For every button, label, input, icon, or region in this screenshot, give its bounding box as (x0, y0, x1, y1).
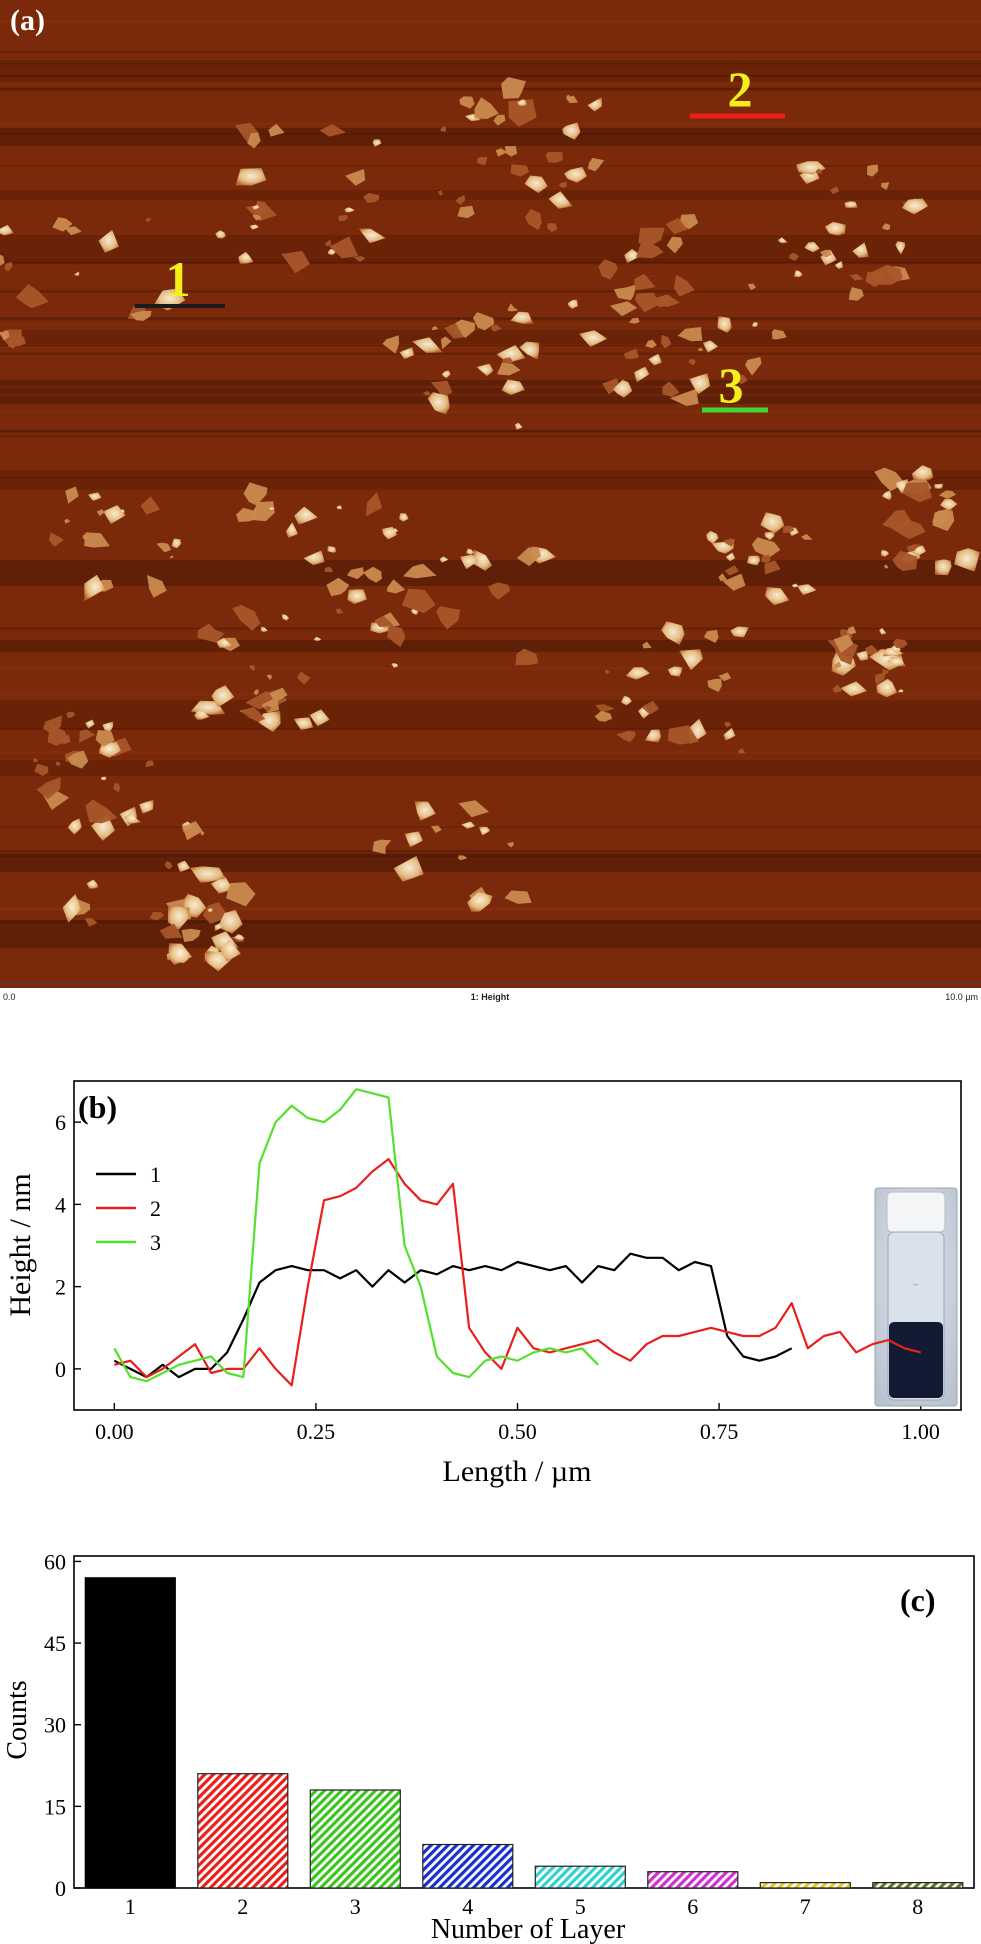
histogram-bar-2 (197, 1773, 289, 1889)
legend-label-2: 2 (150, 1196, 161, 1221)
x-tick-label: 1 (125, 1894, 136, 1919)
histogram-axis-ticks: 0 15 30 45 60 (44, 1549, 81, 1901)
y-tick-label: 45 (44, 1631, 66, 1656)
histogram-bar-4 (422, 1843, 514, 1889)
x-tick-label: 0.00 (95, 1419, 134, 1444)
y-tick-label: 0 (55, 1357, 66, 1382)
histogram-bar-5 (534, 1865, 626, 1889)
panel-a-label: (a) (10, 4, 45, 37)
legend-label-3: 3 (150, 1230, 161, 1255)
afm-scale-bar: 0.0 1: Height 10.0 µm (0, 982, 981, 1002)
scale-bar-end: 10.0 µm (945, 992, 978, 1002)
x-tick-label: 0.50 (498, 1419, 537, 1444)
histogram-y-axis-label: Counts (2, 1680, 33, 1759)
profile-y-axis-label: Height / nm (4, 1173, 37, 1316)
profile-x-axis-label: Length / µm (443, 1455, 592, 1488)
y-tick-label: 60 (44, 1549, 66, 1574)
histogram-bar-3 (309, 1789, 401, 1889)
afm-image-background (0, 0, 981, 988)
histogram-bar-6 (647, 1871, 739, 1889)
y-tick-label: 15 (44, 1794, 66, 1819)
y-tick-label: 4 (55, 1192, 66, 1217)
y-tick-label: 2 (55, 1275, 66, 1300)
x-tick-label: 8 (912, 1894, 923, 1919)
afm-height-image-panel: 1 2 3 (a) (0, 0, 981, 988)
panel-b-label: (b) (78, 1089, 117, 1125)
x-tick-label: 4 (462, 1894, 473, 1919)
scale-bar-title: 1: Height (471, 992, 510, 1002)
profile-label-2: 2 (728, 61, 753, 117)
y-tick-label: 30 (44, 1713, 66, 1738)
histogram-bars: 1 2 3 4 5 6 7 8 (84, 1577, 964, 1919)
panel-c-label: (c) (900, 1582, 936, 1618)
x-tick-label: 7 (800, 1894, 811, 1919)
x-tick-label: 6 (687, 1894, 698, 1919)
y-tick-label: 0 (55, 1876, 66, 1901)
svg-text:~: ~ (912, 1280, 919, 1292)
histogram-bar-7 (759, 1881, 851, 1889)
y-tick-label: 6 (55, 1110, 66, 1135)
x-tick-label: 3 (350, 1894, 361, 1919)
histogram-bar-1 (84, 1577, 176, 1889)
height-profile-chart: 0.00 0.25 0.50 0.75 1.00 0 2 4 6 ~ 1 2 3 (b) Lengt… (4, 1080, 962, 1488)
histogram-bar-8 (872, 1881, 964, 1889)
x-tick-label: 0.75 (700, 1419, 739, 1444)
profile-legend: 1 2 3 (96, 1162, 161, 1255)
x-tick-label: 0.25 (297, 1419, 336, 1444)
profile-label-1: 1 (166, 251, 191, 307)
scale-bar-start: 0.0 (3, 992, 16, 1002)
profile-series (113, 1088, 921, 1387)
legend-label-1: 1 (150, 1162, 161, 1187)
afm-flakes (0, 77, 980, 972)
profile-series-3 (113, 1088, 599, 1383)
profile-series-2 (114, 1158, 921, 1387)
profile-axis-ticks: 0.00 0.25 0.50 0.75 1.00 0 2 4 6 (55, 1110, 940, 1444)
vial-photo-inset: ~ (874, 1187, 958, 1407)
x-tick-label: 1.00 (901, 1419, 940, 1444)
profile-label-3: 3 (719, 357, 744, 413)
histogram-x-axis-label: Number of Layer (431, 1914, 626, 1944)
x-tick-label: 5 (575, 1894, 586, 1919)
profile-series-1 (113, 1252, 793, 1379)
x-tick-label: 2 (237, 1894, 248, 1919)
